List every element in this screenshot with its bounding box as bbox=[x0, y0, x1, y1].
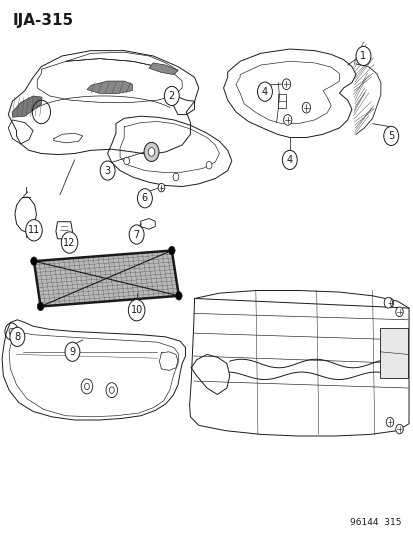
Text: IJA-315: IJA-315 bbox=[12, 13, 74, 28]
Text: 4: 4 bbox=[286, 155, 292, 165]
Circle shape bbox=[26, 220, 42, 241]
Circle shape bbox=[175, 292, 182, 300]
Circle shape bbox=[257, 82, 272, 101]
Text: 6: 6 bbox=[142, 193, 147, 203]
Text: 7: 7 bbox=[133, 230, 140, 239]
Circle shape bbox=[100, 161, 115, 180]
Circle shape bbox=[395, 307, 402, 317]
Text: 11: 11 bbox=[28, 225, 40, 235]
Polygon shape bbox=[34, 251, 178, 306]
Circle shape bbox=[164, 86, 179, 106]
Circle shape bbox=[158, 183, 164, 192]
Text: 10: 10 bbox=[130, 305, 142, 315]
Circle shape bbox=[283, 115, 291, 125]
Circle shape bbox=[355, 46, 370, 66]
Text: 3: 3 bbox=[104, 166, 110, 175]
Circle shape bbox=[173, 173, 178, 181]
Circle shape bbox=[37, 302, 44, 311]
Circle shape bbox=[10, 327, 25, 346]
Text: 96144  315: 96144 315 bbox=[349, 518, 401, 527]
Circle shape bbox=[385, 298, 393, 308]
Text: 9: 9 bbox=[69, 347, 75, 357]
Circle shape bbox=[395, 424, 402, 434]
Circle shape bbox=[148, 148, 154, 156]
Circle shape bbox=[144, 142, 159, 161]
Circle shape bbox=[385, 417, 393, 427]
Circle shape bbox=[301, 102, 310, 113]
Polygon shape bbox=[12, 96, 41, 117]
Circle shape bbox=[65, 342, 80, 361]
Bar bbox=[379, 328, 407, 378]
Circle shape bbox=[383, 126, 398, 146]
Circle shape bbox=[282, 79, 290, 90]
Polygon shape bbox=[87, 81, 132, 94]
Circle shape bbox=[137, 189, 152, 208]
Text: 2: 2 bbox=[168, 91, 175, 101]
Circle shape bbox=[383, 297, 392, 308]
Circle shape bbox=[168, 246, 175, 255]
Circle shape bbox=[31, 257, 37, 265]
Circle shape bbox=[123, 157, 129, 165]
Circle shape bbox=[129, 225, 144, 244]
Text: 8: 8 bbox=[14, 332, 20, 342]
Bar bbox=[278, 94, 286, 108]
Circle shape bbox=[282, 150, 297, 169]
Polygon shape bbox=[149, 63, 178, 75]
Circle shape bbox=[61, 232, 78, 253]
Text: 1: 1 bbox=[360, 51, 366, 61]
Text: 12: 12 bbox=[63, 238, 76, 247]
Text: 5: 5 bbox=[387, 131, 394, 141]
Circle shape bbox=[128, 300, 145, 321]
Circle shape bbox=[206, 161, 211, 169]
Text: 4: 4 bbox=[261, 87, 267, 96]
